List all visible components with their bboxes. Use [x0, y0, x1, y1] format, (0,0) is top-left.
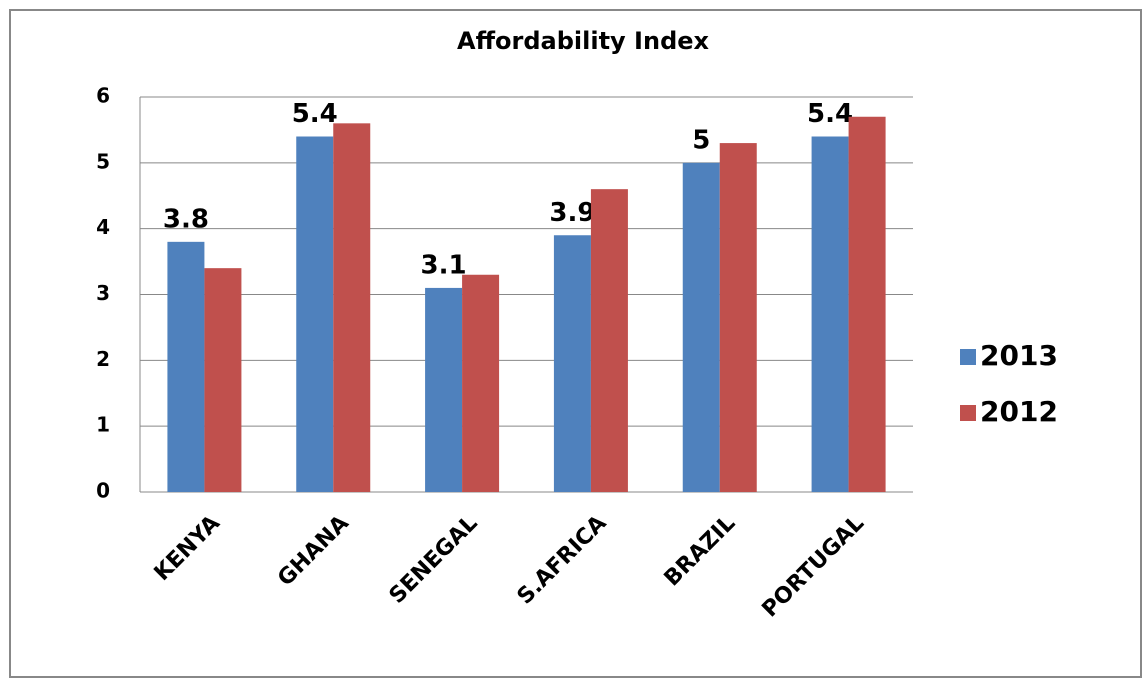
bar	[167, 241, 205, 492]
bar	[333, 123, 371, 492]
y-tick-label: 2	[96, 347, 110, 371]
data-label: 5	[692, 125, 710, 155]
bar	[425, 287, 463, 492]
data-label: 5.4	[807, 99, 853, 129]
bar	[462, 274, 500, 492]
data-label: 3.1	[421, 250, 467, 280]
chart-title: Affordability Index	[457, 27, 710, 55]
bar	[553, 235, 591, 492]
legend-swatch	[960, 405, 976, 421]
legend-label: 2012	[980, 395, 1058, 428]
y-tick-label: 3	[96, 281, 110, 305]
legend-swatch	[960, 349, 976, 365]
bar	[719, 143, 757, 493]
bar	[204, 268, 242, 492]
bar	[296, 136, 334, 492]
data-label: 5.4	[292, 99, 338, 129]
y-tick-label: 1	[96, 413, 110, 437]
y-tick-label: 6	[96, 84, 110, 108]
y-tick-label: 4	[96, 215, 110, 239]
legend-label: 2013	[980, 339, 1058, 372]
bar	[848, 116, 886, 492]
y-tick-label: 5	[96, 149, 110, 173]
bar	[811, 136, 849, 492]
bar	[590, 189, 628, 492]
y-tick-label: 0	[96, 479, 110, 503]
data-label: 3.9	[549, 198, 595, 228]
bar	[682, 162, 720, 493]
data-label: 3.8	[163, 204, 209, 234]
